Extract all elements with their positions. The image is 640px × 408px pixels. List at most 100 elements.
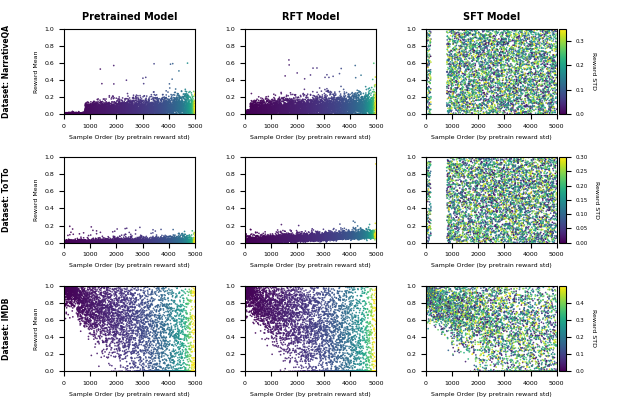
Point: [545, 107, 556, 114]
Point: [120, 309, 131, 315]
Point: [423, 79, 433, 85]
Point: [154, 368, 164, 375]
Point: [503, 319, 513, 325]
Point: [99, 106, 109, 113]
Point: [355, 368, 365, 375]
Point: [69, 295, 79, 302]
Point: [94, 341, 104, 347]
Point: [495, 202, 505, 208]
Point: [541, 197, 551, 204]
Point: [264, 109, 274, 115]
Point: [313, 104, 323, 110]
Point: [109, 239, 120, 246]
Point: [111, 239, 122, 246]
Point: [340, 106, 350, 112]
Point: [323, 232, 333, 239]
Point: [421, 111, 431, 117]
Point: [261, 239, 271, 245]
Point: [174, 236, 184, 242]
Point: [346, 368, 356, 375]
Point: [534, 168, 545, 175]
Point: [351, 228, 361, 234]
Point: [528, 368, 538, 375]
Point: [362, 233, 372, 240]
Point: [526, 29, 536, 35]
Point: [262, 239, 273, 246]
Point: [139, 350, 149, 356]
Point: [499, 176, 509, 182]
Point: [112, 350, 122, 357]
Point: [270, 237, 280, 244]
Point: [361, 229, 371, 235]
Point: [451, 177, 461, 184]
Point: [425, 71, 435, 78]
Point: [456, 78, 467, 85]
Point: [174, 361, 184, 368]
Point: [143, 238, 153, 245]
Point: [248, 104, 259, 111]
Point: [511, 80, 522, 87]
Point: [301, 333, 311, 339]
Point: [502, 158, 513, 164]
Point: [363, 311, 373, 318]
Point: [173, 355, 183, 361]
Point: [422, 285, 433, 292]
Point: [66, 287, 76, 294]
Point: [319, 232, 330, 238]
Point: [356, 235, 366, 241]
Point: [95, 239, 106, 246]
Point: [309, 337, 319, 344]
Point: [358, 230, 369, 236]
Point: [445, 223, 456, 229]
Point: [348, 93, 358, 99]
Point: [346, 109, 356, 116]
Point: [129, 349, 139, 356]
Point: [166, 108, 176, 114]
Point: [335, 328, 346, 335]
Point: [113, 109, 123, 115]
Point: [104, 237, 114, 244]
Point: [76, 111, 86, 118]
Point: [524, 175, 534, 182]
Point: [301, 106, 312, 113]
Point: [150, 104, 160, 111]
Point: [536, 110, 546, 117]
Point: [281, 322, 291, 329]
Point: [501, 38, 511, 44]
Point: [124, 239, 134, 246]
Point: [124, 237, 134, 244]
Point: [498, 82, 508, 89]
Point: [72, 239, 82, 246]
Point: [483, 321, 493, 327]
Point: [151, 237, 161, 243]
Point: [156, 329, 166, 336]
Point: [342, 235, 353, 242]
Point: [289, 101, 299, 108]
Point: [268, 109, 278, 115]
Point: [344, 102, 354, 109]
Point: [510, 27, 520, 34]
Point: [142, 239, 152, 246]
Point: [128, 97, 138, 104]
Point: [105, 237, 115, 244]
Point: [472, 355, 482, 361]
Point: [89, 238, 99, 245]
Point: [289, 237, 300, 243]
Point: [308, 282, 319, 289]
Point: [262, 237, 272, 244]
Point: [77, 111, 88, 118]
Point: [255, 302, 265, 308]
Point: [256, 108, 266, 114]
Point: [501, 206, 511, 212]
Point: [424, 291, 434, 298]
Point: [528, 91, 538, 97]
Point: [474, 339, 484, 346]
Point: [497, 285, 507, 291]
Point: [132, 239, 143, 246]
Point: [524, 42, 534, 48]
Point: [550, 286, 560, 293]
Point: [311, 235, 321, 242]
Point: [478, 306, 488, 313]
Point: [442, 156, 452, 163]
Point: [449, 204, 459, 211]
